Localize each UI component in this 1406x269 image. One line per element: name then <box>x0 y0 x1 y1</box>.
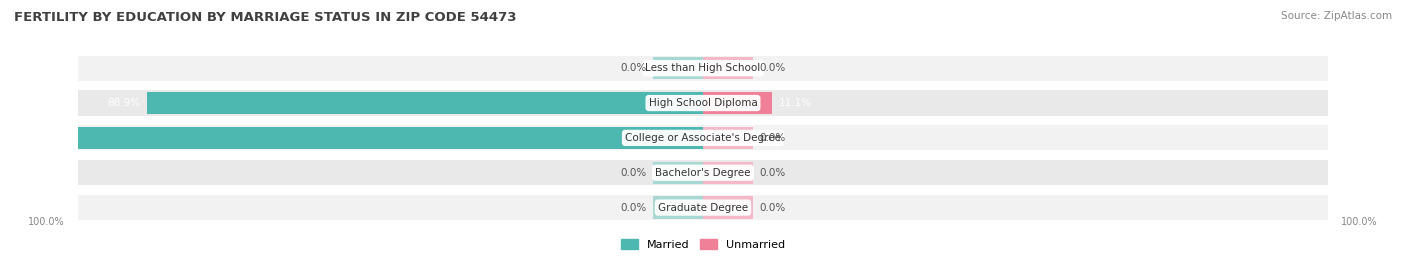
Bar <box>77 90 1329 116</box>
Text: College or Associate's Degree: College or Associate's Degree <box>626 133 780 143</box>
Text: 11.1%: 11.1% <box>779 98 811 108</box>
Text: 0.0%: 0.0% <box>759 63 786 73</box>
Text: 0.0%: 0.0% <box>620 168 647 178</box>
Text: Less than High School: Less than High School <box>645 63 761 73</box>
Text: 0.0%: 0.0% <box>620 63 647 73</box>
Text: 0.0%: 0.0% <box>759 168 786 178</box>
Bar <box>652 196 703 219</box>
Text: 100.0%: 100.0% <box>28 217 65 227</box>
Text: 100.0%: 100.0% <box>1341 217 1378 227</box>
Bar <box>703 196 754 219</box>
Bar <box>77 160 1329 185</box>
Bar <box>77 125 1329 150</box>
Text: 88.9%: 88.9% <box>108 98 141 108</box>
Legend: Married, Unmarried: Married, Unmarried <box>621 239 785 250</box>
Bar <box>77 56 1329 81</box>
Text: Bachelor's Degree: Bachelor's Degree <box>655 168 751 178</box>
Text: FERTILITY BY EDUCATION BY MARRIAGE STATUS IN ZIP CODE 54473: FERTILITY BY EDUCATION BY MARRIAGE STATU… <box>14 11 516 24</box>
Text: 0.0%: 0.0% <box>620 203 647 213</box>
Bar <box>703 162 754 184</box>
Bar <box>703 92 772 114</box>
Text: Source: ZipAtlas.com: Source: ZipAtlas.com <box>1281 11 1392 21</box>
Text: 0.0%: 0.0% <box>759 133 786 143</box>
Text: 100.0%: 100.0% <box>32 133 72 143</box>
Bar <box>652 57 703 79</box>
Bar <box>652 162 703 184</box>
Bar <box>148 92 703 114</box>
Text: Graduate Degree: Graduate Degree <box>658 203 748 213</box>
Text: 0.0%: 0.0% <box>759 203 786 213</box>
Bar <box>77 195 1329 220</box>
Bar <box>703 127 754 149</box>
Text: High School Diploma: High School Diploma <box>648 98 758 108</box>
Bar <box>703 57 754 79</box>
Bar <box>77 127 703 149</box>
